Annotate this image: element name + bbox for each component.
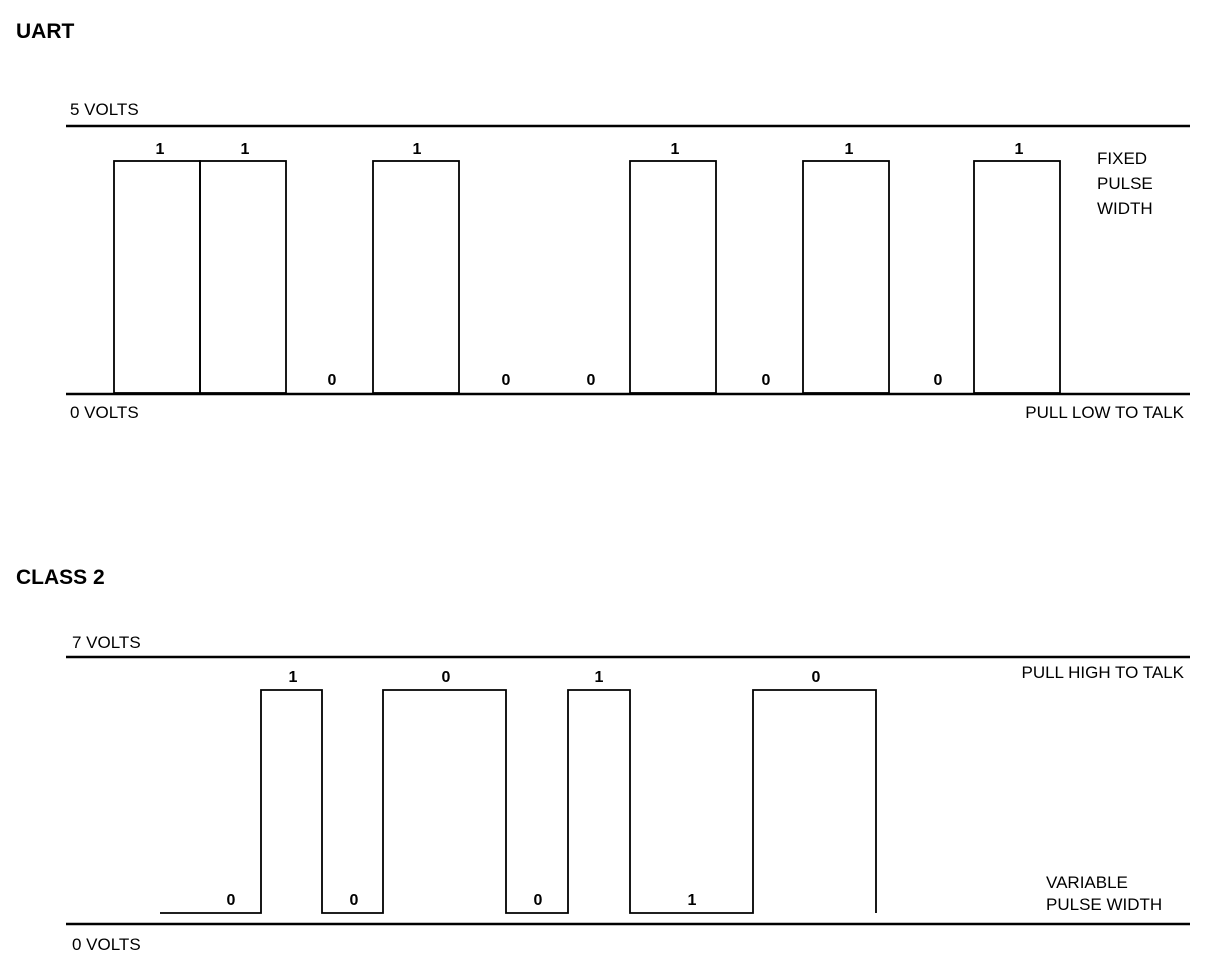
- uart-pulse: [199, 160, 287, 394]
- class2-note-line: PULSE WIDTH: [1046, 895, 1162, 914]
- uart-pulse: [973, 160, 1061, 394]
- uart-bit-label: 1: [1015, 141, 1024, 158]
- uart-high-voltage-label: 5 VOLTS: [70, 100, 139, 119]
- uart-pulse: [372, 160, 460, 394]
- class2-waveform: [160, 689, 877, 914]
- class2-low-voltage-label: 0 VOLTS: [72, 935, 141, 954]
- class2-bit-label: 0: [812, 669, 821, 686]
- uart-bit-label: 1: [845, 141, 854, 158]
- uart-bit-label: 0: [502, 372, 511, 389]
- uart-bit-label: 0: [762, 372, 771, 389]
- uart-pulse: [629, 160, 717, 394]
- uart-pulse: [113, 160, 201, 394]
- uart-bit-label: 1: [671, 141, 680, 158]
- class2-bit-label: 1: [595, 669, 604, 686]
- class2-variable-pulse-note: VARIABLE PULSE WIDTH: [1046, 873, 1162, 914]
- uart-waveform: [113, 160, 1061, 394]
- uart-note-line: FIXED: [1097, 149, 1147, 168]
- class2-bit-label: 1: [289, 669, 298, 686]
- class2-bit-labels: 0 1 0 0 0 1 1 0: [227, 669, 821, 909]
- class2-bit-label: 0: [442, 669, 451, 686]
- uart-bit-label: 1: [156, 141, 165, 158]
- class2-note-line: VARIABLE: [1046, 873, 1128, 892]
- class2-bit-label: 1: [688, 892, 697, 909]
- uart-bit-label: 0: [934, 372, 943, 389]
- uart-talk-label: PULL LOW TO TALK: [1025, 403, 1184, 422]
- uart-bit-label: 1: [413, 141, 422, 158]
- class2-bit-label: 0: [227, 892, 236, 909]
- uart-fixed-pulse-note: FIXED PULSE WIDTH: [1097, 149, 1153, 218]
- uart-note-line: PULSE: [1097, 174, 1153, 193]
- uart-bit-label: 0: [328, 372, 337, 389]
- class2-high-voltage-label: 7 VOLTS: [72, 633, 141, 652]
- uart-pulse: [802, 160, 890, 394]
- class2-bit-label: 0: [534, 892, 543, 909]
- uart-bit-label: 1: [241, 141, 250, 158]
- class2-title: CLASS 2: [16, 566, 105, 589]
- uart-low-voltage-label: 0 VOLTS: [70, 403, 139, 422]
- uart-bit-label: 0: [587, 372, 596, 389]
- class2-bit-label: 0: [350, 892, 359, 909]
- uart-note-line: WIDTH: [1097, 199, 1153, 218]
- class2-talk-label: PULL HIGH TO TALK: [1021, 663, 1184, 682]
- uart-bit-labels: 1 1 0 1 0 0 1 0 1 0 1: [156, 141, 1024, 389]
- uart-title: UART: [16, 20, 74, 43]
